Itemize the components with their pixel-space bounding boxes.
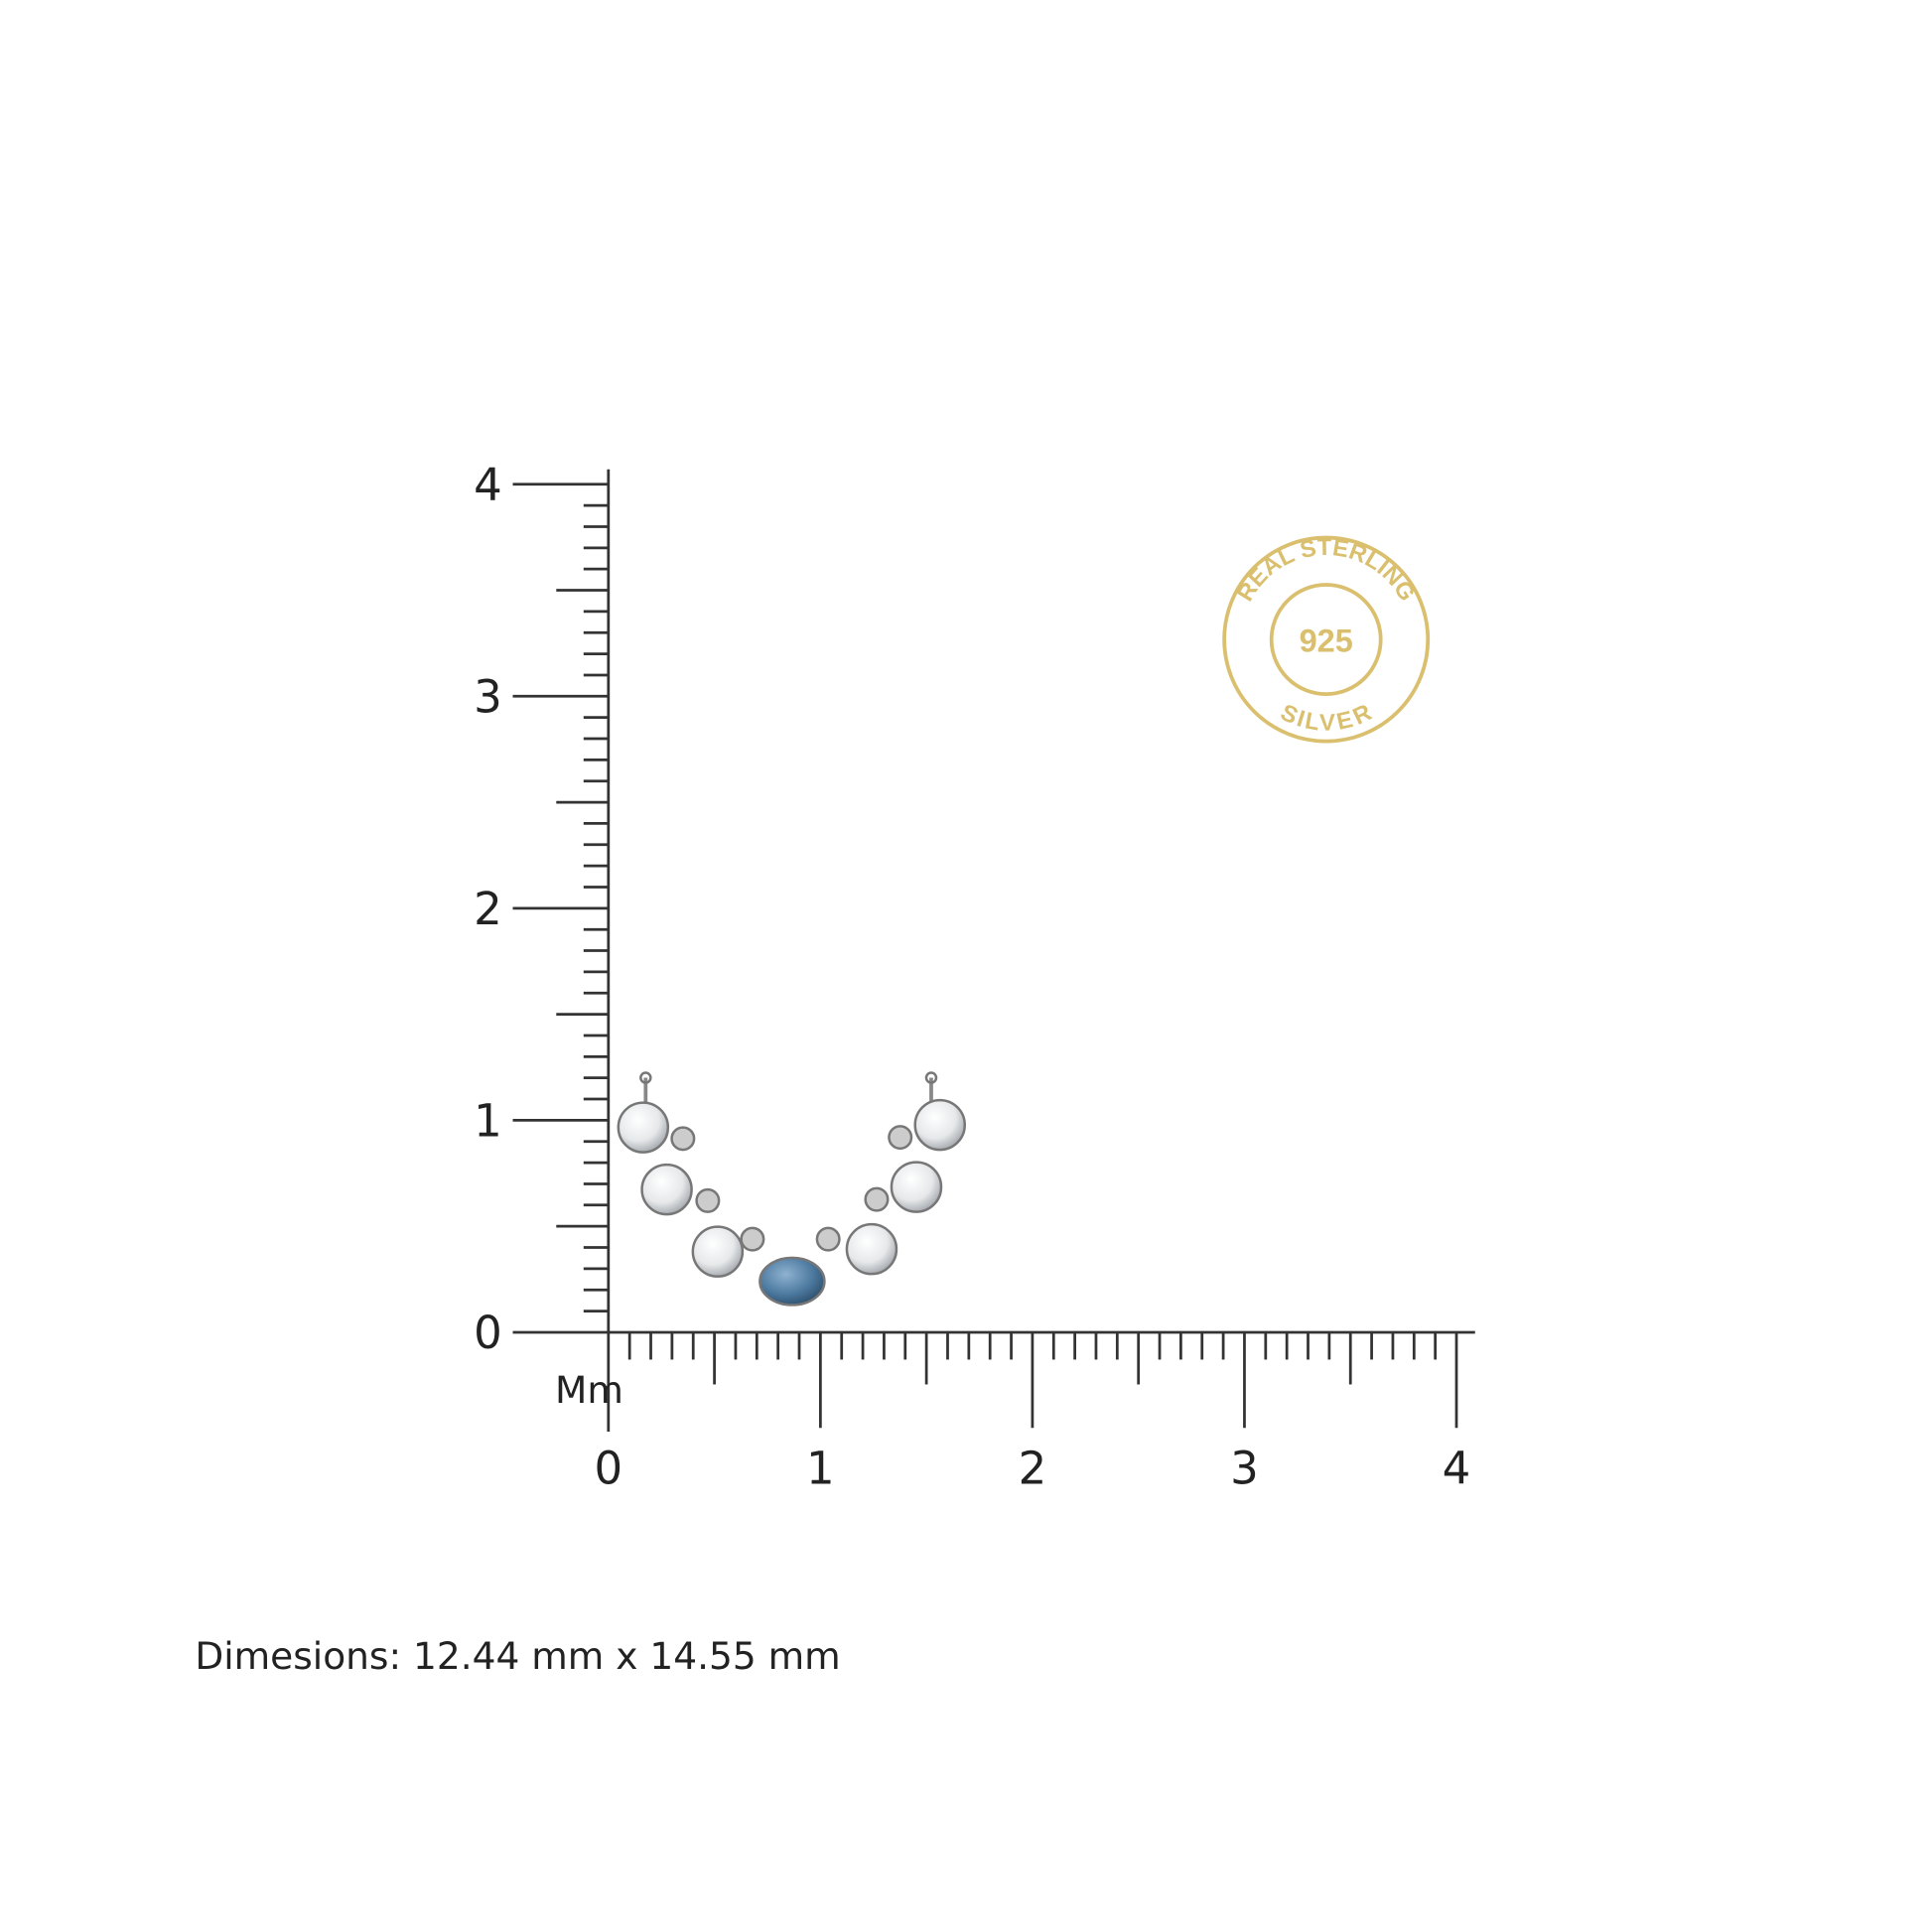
y-label: 0 xyxy=(474,1307,502,1359)
badge-bottom: SILVER xyxy=(1277,699,1376,737)
badge-bottom-text: SILVER xyxy=(1277,699,1376,737)
y-label: 1 xyxy=(474,1095,502,1148)
unit-label: Mm xyxy=(555,1368,623,1412)
necklace-pendant xyxy=(617,1071,966,1307)
badge-center: 925 xyxy=(1300,623,1353,659)
badge-top-text: REAL STERLING xyxy=(1232,534,1421,606)
x-label: 4 xyxy=(1443,1443,1471,1495)
ruler: 0 1 2 3 4 0 1 2 3 4 xyxy=(474,459,1475,1495)
x-label: 0 xyxy=(594,1443,622,1495)
y-label: 4 xyxy=(474,459,502,511)
x-label: 1 xyxy=(806,1443,835,1495)
dimensions-caption: Dimesions: 12.44 mm x 14.55 mm xyxy=(195,1634,840,1678)
y-label: 2 xyxy=(474,883,502,935)
silver-badge: REAL STERLING 925 SILVER xyxy=(1222,534,1431,744)
badge-top: REAL STERLING xyxy=(1232,534,1421,606)
x-label: 3 xyxy=(1230,1443,1259,1495)
y-label: 3 xyxy=(474,671,502,724)
x-label: 2 xyxy=(1019,1443,1047,1495)
